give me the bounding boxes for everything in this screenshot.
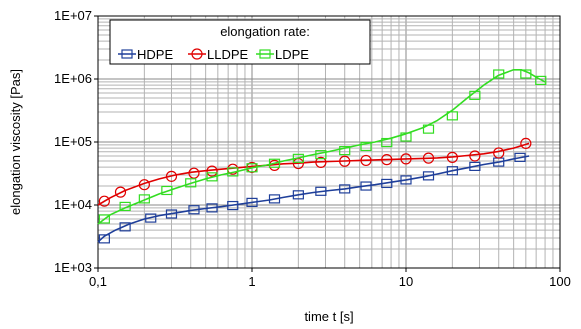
x-axis-title: time t [s]	[304, 309, 353, 324]
series-layer	[97, 69, 547, 244]
data-point	[98, 234, 110, 244]
data-point	[206, 165, 218, 177]
data-point	[227, 200, 239, 211]
data-point	[227, 167, 239, 177]
data-point	[381, 137, 393, 148]
data-point	[469, 150, 481, 162]
data-point	[188, 205, 200, 215]
data-point	[161, 185, 173, 196]
legend-label: LLDPE	[207, 47, 249, 62]
y-axis-title: elongation viscosity [Pas]	[8, 69, 23, 215]
data-point	[315, 156, 327, 168]
data-point	[400, 132, 412, 142]
data-point	[400, 153, 412, 165]
tick-labels: 0,1 1 10 100 1E+03 1E+04 1E+05 1E+06 1E+07	[54, 8, 571, 289]
data-point	[246, 197, 258, 207]
data-point	[400, 175, 412, 185]
data-point	[246, 163, 258, 173]
data-point	[493, 69, 505, 79]
data-point	[206, 172, 218, 182]
data-point	[381, 154, 393, 166]
data-point	[315, 150, 327, 160]
data-point	[446, 166, 458, 176]
data-point	[188, 167, 200, 179]
legend: elongation rate: HDPE LLDPE LDPE	[109, 19, 371, 65]
data-point	[514, 152, 526, 162]
data-point	[520, 137, 532, 150]
data-point	[360, 154, 372, 167]
legend-marker	[191, 48, 203, 60]
y-tick-label: 1E+07	[54, 8, 92, 23]
data-point	[185, 178, 197, 188]
data-point	[98, 214, 110, 224]
legend-items: HDPE LLDPE LDPE	[118, 47, 309, 62]
legend-item-lldpe: LLDPE	[188, 47, 249, 62]
data-point	[469, 90, 481, 100]
x-tick-label: 0,1	[89, 274, 107, 289]
data-point	[339, 155, 351, 167]
data-point	[520, 69, 532, 79]
data-point	[268, 158, 281, 168]
legend-box	[109, 19, 371, 65]
data-point	[119, 201, 131, 212]
x-tick-label: 100	[549, 274, 571, 289]
data-point	[165, 209, 178, 219]
data-point	[535, 75, 547, 86]
data-point	[315, 186, 327, 196]
data-point	[422, 124, 435, 134]
y-tick-label: 1E+05	[54, 134, 92, 149]
data-point	[339, 146, 351, 156]
data-point	[114, 186, 127, 198]
series-line-hdpe	[97, 155, 530, 243]
data-point	[292, 190, 304, 200]
y-tick-label: 1E+04	[54, 197, 92, 212]
legend-title: elongation rate:	[220, 24, 310, 39]
data-point	[446, 111, 458, 121]
data-point	[469, 161, 481, 171]
data-point	[493, 147, 505, 159]
data-point	[422, 171, 435, 181]
data-point	[422, 152, 435, 164]
series-hdpe	[97, 152, 530, 244]
data-point	[339, 184, 351, 194]
legend-label: LDPE	[275, 47, 309, 62]
series-line-ldpe	[97, 69, 546, 225]
y-tick-label: 1E+06	[54, 71, 92, 86]
series-ldpe	[97, 69, 547, 225]
x-tick-label: 1	[248, 274, 255, 289]
data-point	[98, 195, 110, 207]
data-point	[360, 181, 372, 191]
data-point	[145, 213, 157, 223]
y-tick-label: 1E+03	[54, 260, 92, 275]
data-point	[381, 178, 393, 189]
legend-item-ldpe: LDPE	[256, 47, 309, 62]
data-point	[138, 179, 150, 191]
legend-marker	[259, 49, 271, 59]
data-point	[206, 203, 218, 213]
legend-item-hdpe: HDPE	[118, 47, 173, 62]
data-point	[165, 170, 178, 182]
x-tick-label: 10	[399, 274, 413, 289]
data-point	[360, 141, 372, 152]
data-point	[119, 222, 131, 232]
legend-label: HDPE	[137, 47, 173, 62]
series-line-lldpe	[97, 142, 530, 206]
legend-marker	[121, 49, 133, 59]
data-point	[446, 151, 458, 163]
data-point	[268, 194, 281, 204]
data-point	[138, 194, 150, 204]
data-point	[292, 153, 304, 163]
series-lldpe	[97, 137, 532, 207]
